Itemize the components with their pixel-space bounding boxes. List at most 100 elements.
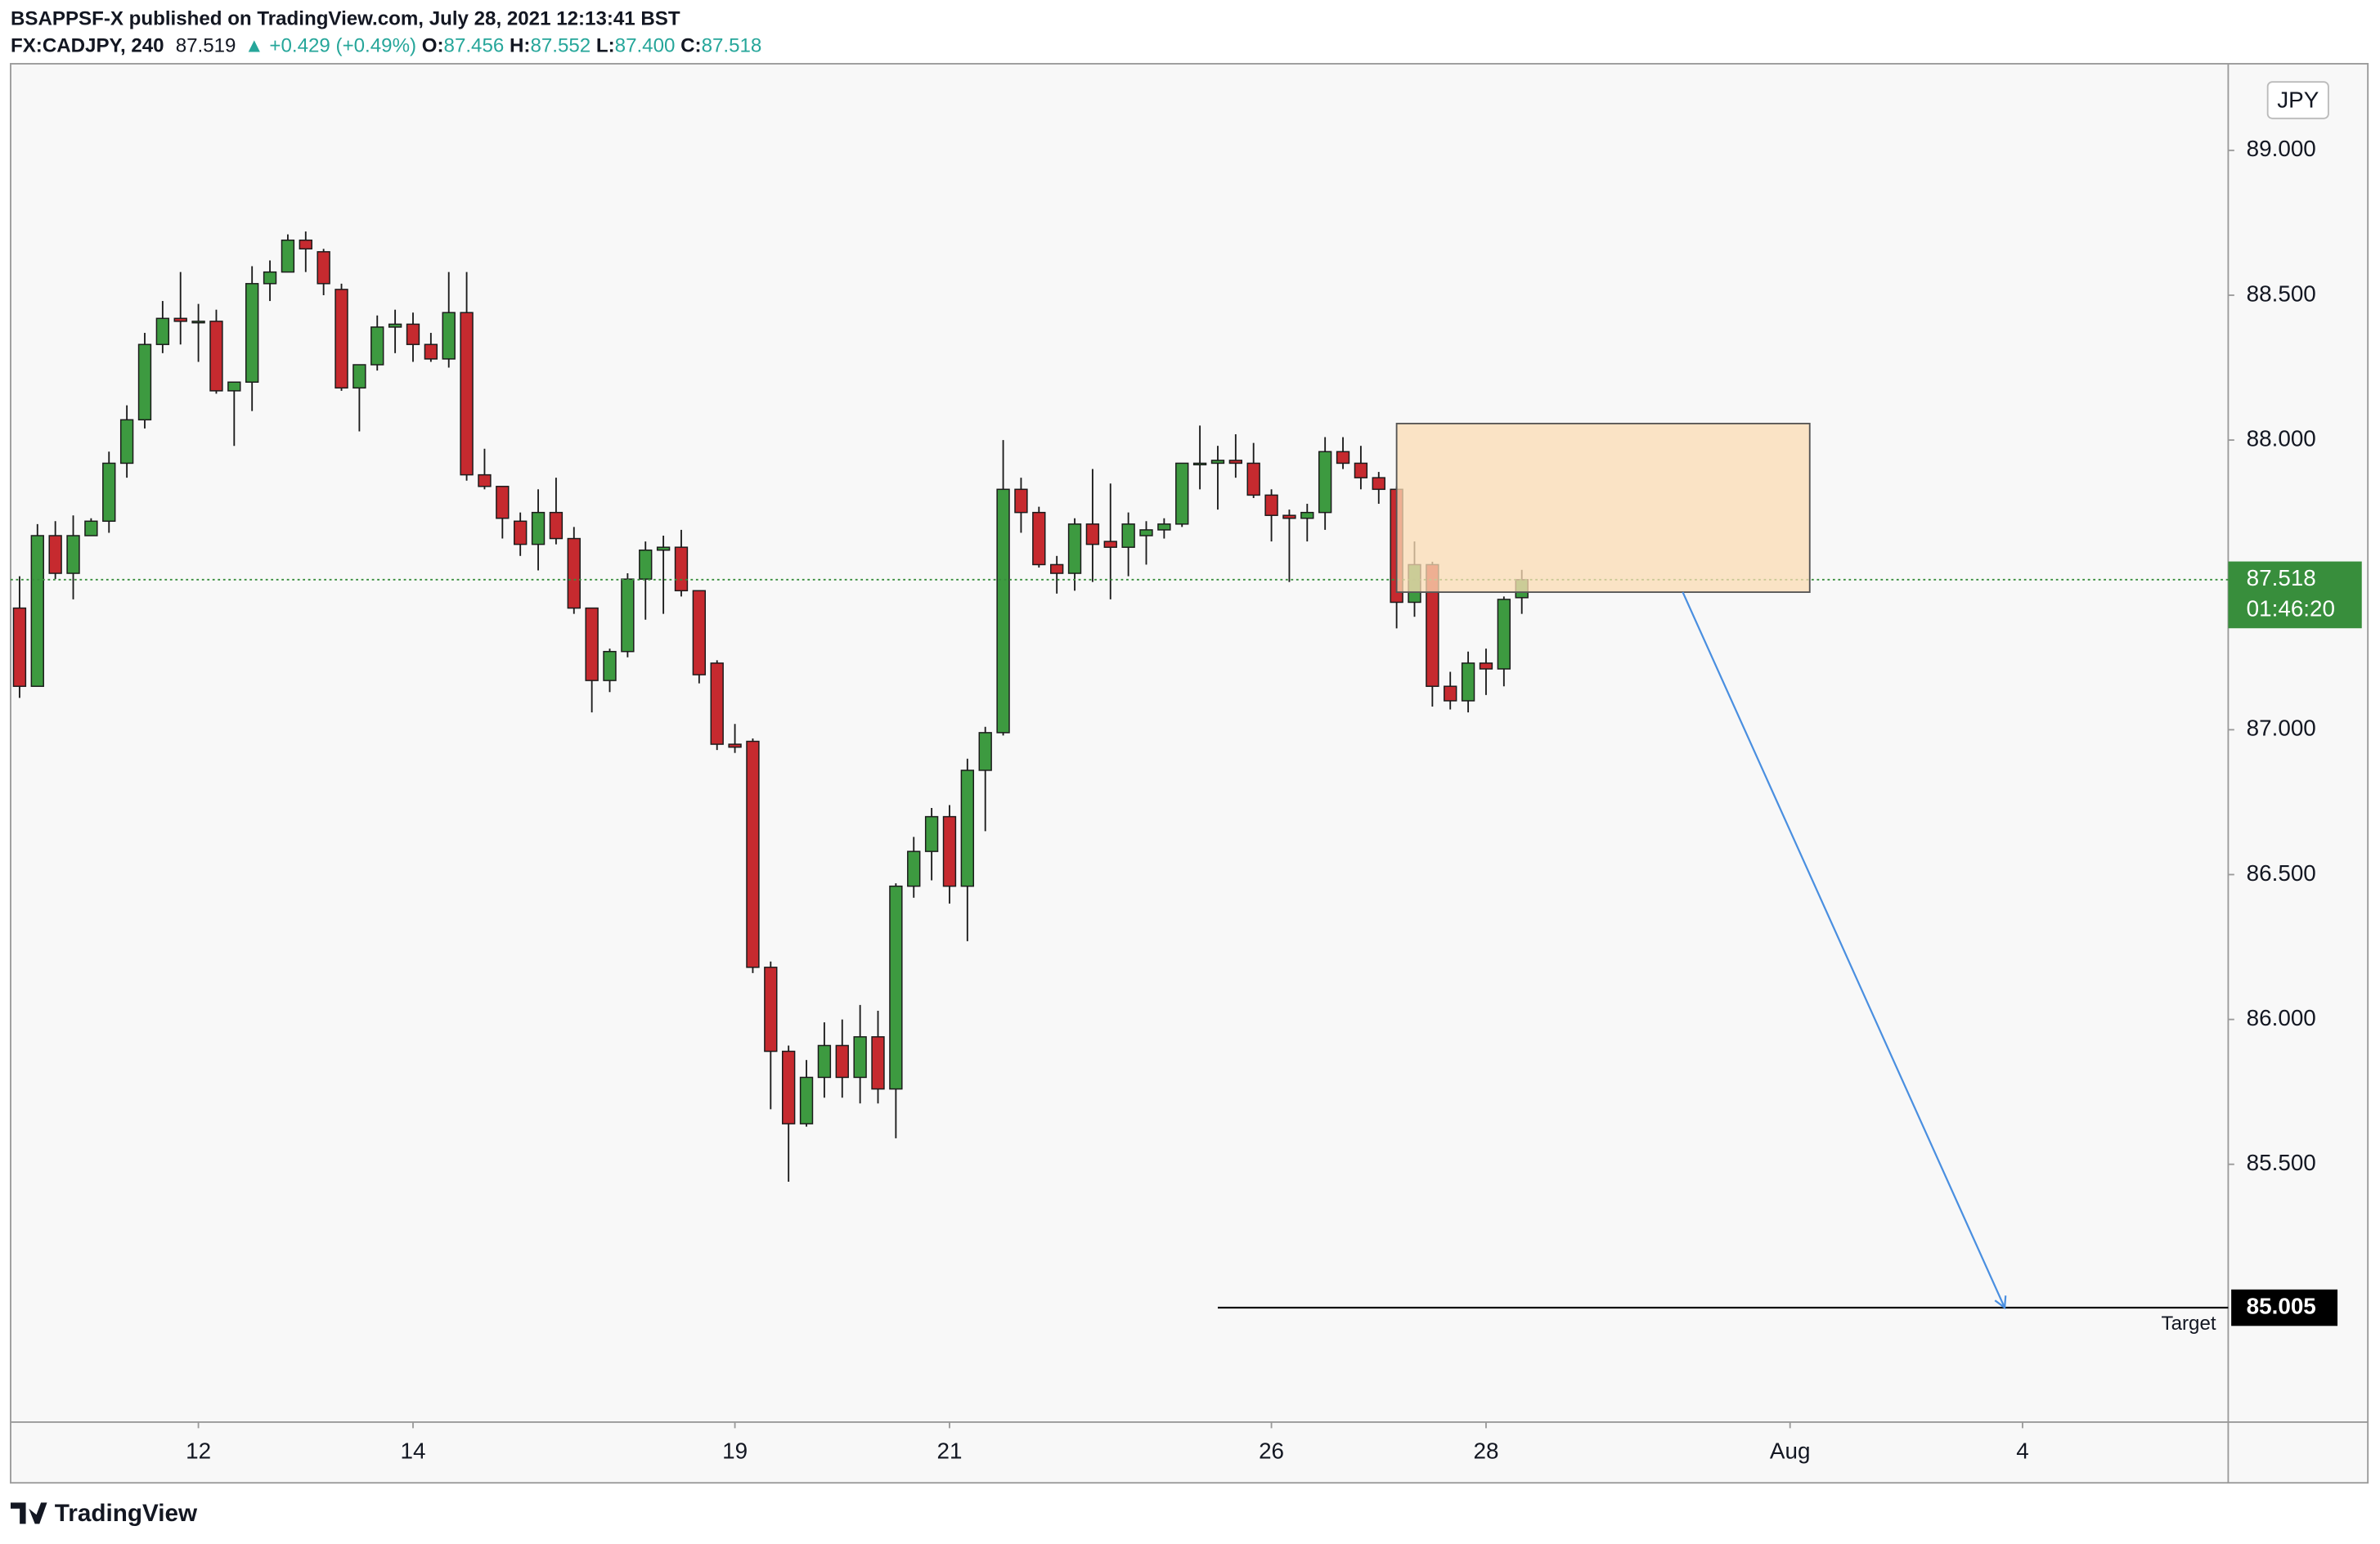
candle-body: [1175, 462, 1189, 525]
candle-body: [424, 343, 438, 360]
y-tick-label: 85.500: [2247, 1150, 2316, 1175]
candle-body: [835, 1044, 849, 1079]
x-tick-label: 26: [1259, 1438, 1284, 1463]
logo-text: TradingView: [55, 1500, 198, 1527]
candle-body: [799, 1076, 814, 1124]
currency: JPY: [2277, 88, 2319, 113]
candle-body: [960, 770, 975, 887]
candle-body: [1032, 511, 1046, 566]
countdown-label: 01:46:20: [2247, 595, 2335, 621]
candle-body: [388, 323, 402, 328]
candle-body: [353, 364, 366, 389]
candle-body: [281, 239, 295, 273]
candle-body: [1264, 494, 1278, 516]
candle-body: [263, 271, 277, 285]
ohlc-label: O:: [422, 35, 444, 57]
y-tick-label: 86.000: [2247, 1005, 2316, 1030]
candle-body: [1192, 462, 1207, 466]
candle-body: [764, 967, 778, 1053]
candle-body: [817, 1044, 832, 1079]
candle-body: [1210, 460, 1225, 465]
candle-body: [1014, 488, 1028, 514]
candle-body: [84, 520, 98, 536]
candle-body: [299, 239, 312, 250]
candle-body: [460, 312, 474, 476]
plot: [10, 231, 2229, 1310]
candle-body: [66, 535, 80, 574]
ohlc-label: L:: [596, 35, 615, 57]
candle-body: [924, 815, 939, 852]
y-tick-label: 88.500: [2247, 281, 2316, 306]
candle-body: [639, 549, 653, 580]
candle-body: [1336, 451, 1350, 465]
candle-body: [245, 283, 259, 383]
candle-body: [1497, 599, 1511, 670]
logo-icon: [10, 1502, 47, 1524]
candle-body: [692, 590, 707, 676]
candle-body: [1479, 662, 1493, 670]
x-tick-label: 21: [936, 1438, 962, 1463]
candle-body: [48, 535, 62, 574]
y-tick-label: 86.500: [2247, 860, 2316, 886]
arrow-head: [1994, 1295, 2007, 1310]
candle-body: [942, 815, 957, 887]
candle-body: [496, 486, 510, 519]
candle-body: [746, 740, 760, 968]
y-tick-label: 89.000: [2247, 136, 2316, 161]
candle-body: [227, 381, 241, 392]
candle-body: [1228, 460, 1243, 465]
candle-body: [674, 546, 689, 592]
candle-body: [317, 251, 330, 285]
x-tick-label: 14: [400, 1438, 425, 1463]
candle-body: [1246, 462, 1260, 496]
candle-body: [155, 317, 170, 345]
target-text: Target: [2162, 1313, 2216, 1335]
candle-body: [907, 851, 921, 887]
candle-body: [621, 578, 635, 653]
zone: [1395, 422, 1811, 594]
candle-body: [1085, 523, 1100, 545]
last-price-label: 87.518: [2247, 565, 2316, 590]
x-tick-label: 12: [186, 1438, 211, 1463]
candle-body: [728, 743, 742, 748]
x-tick-label: 28: [1473, 1438, 1498, 1463]
candle-body: [710, 662, 724, 745]
symbol-line: FX:CADJPY, 240 87.519 ▲ +0.429 (+0.49%) …: [11, 35, 761, 57]
candle-body: [442, 312, 456, 360]
candle-body: [1372, 477, 1385, 491]
candle-body: [1157, 523, 1171, 531]
candle-body: [191, 321, 205, 324]
candle-body: [996, 488, 1010, 734]
candle-body: [102, 462, 116, 523]
candle-body: [514, 520, 528, 545]
x-tick-label: 19: [722, 1438, 748, 1463]
x-tick-label: Aug: [1770, 1438, 1811, 1463]
candle-body: [1139, 529, 1153, 536]
currency-badge: [2266, 81, 2329, 119]
ohlc-label: C:: [680, 35, 701, 57]
candle-body: [978, 732, 992, 771]
candle-body: [1318, 451, 1332, 514]
x-tick-label: 4: [2016, 1438, 2028, 1463]
candle-body: [478, 474, 492, 487]
forecast-arrow: [1682, 591, 2006, 1308]
candle-body: [1103, 541, 1117, 548]
logo: TradingView: [10, 1500, 198, 1527]
candle-body: [853, 1036, 867, 1079]
target-label: 85.005: [2247, 1293, 2316, 1318]
candle-body: [871, 1036, 885, 1090]
candle-body: [209, 321, 223, 392]
candle-body: [1121, 523, 1135, 548]
chart-frame: [10, 63, 2369, 1484]
candle-body: [603, 650, 617, 681]
candle-body: [1461, 662, 1475, 702]
candle-body: [173, 317, 187, 322]
ohlc-value: 87.456: [444, 35, 505, 57]
ohlc-value: 87.518: [702, 35, 762, 57]
candle-body: [531, 511, 546, 545]
candle-body: [1354, 462, 1368, 478]
candle-body: [549, 511, 564, 540]
last-price-badge: [2228, 561, 2362, 629]
